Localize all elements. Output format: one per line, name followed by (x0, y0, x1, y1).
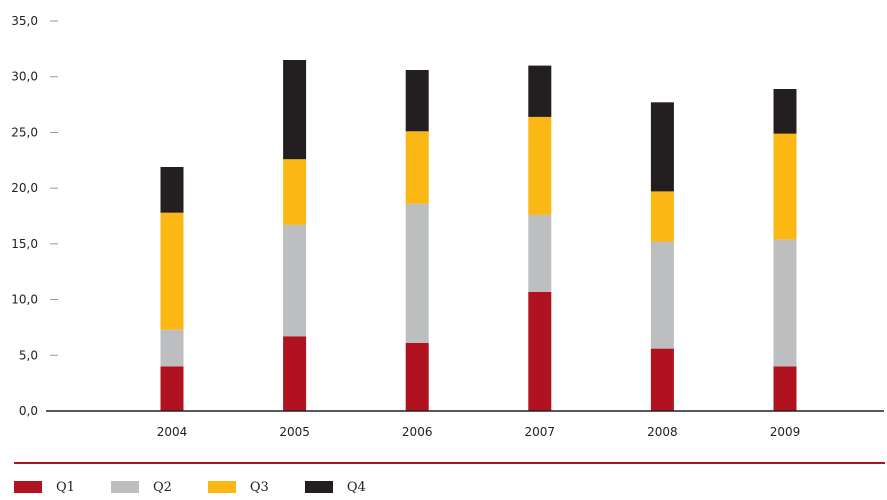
legend-item-q2: Q2 (110, 479, 172, 495)
bar-2007-q4 (528, 65, 552, 117)
legend-swatch-q3 (207, 481, 236, 493)
bar-2007-q3 (528, 116, 552, 215)
y-tick-label: 20,0 (11, 181, 38, 195)
y-tick-label: 0,0 (19, 404, 38, 418)
bar-2009-q1 (773, 366, 797, 411)
bar-2007-q1 (528, 291, 552, 411)
x-axis: 2004 2005 2006 2007 2008 2009 (157, 425, 801, 439)
bar-2007-q2 (528, 214, 552, 292)
bar-2006-q4 (405, 70, 429, 132)
x-tick-label: 2007 (525, 425, 556, 439)
bar-2008-q2 (650, 241, 674, 349)
bar-2009-q3 (773, 133, 797, 240)
bar-2009-q2 (773, 239, 797, 367)
legend-swatch-q2 (110, 481, 139, 493)
legend-item-q3: Q3 (207, 479, 269, 495)
y-tick-label: 30,0 (11, 70, 38, 84)
legend-item-q4: Q4 (304, 479, 366, 495)
legend-label-q1: Q1 (56, 479, 75, 495)
legend-swatch-q4 (304, 481, 333, 493)
bar-2006-q3 (405, 131, 429, 204)
bar-2008-q1 (650, 348, 674, 411)
bar-2005-q4 (283, 60, 307, 160)
bars-group (160, 60, 797, 411)
bar-2004-q1 (160, 366, 184, 411)
y-tick-label: 25,0 (11, 125, 38, 139)
x-tick-label: 2008 (647, 425, 678, 439)
y-tick-label: 5,0 (19, 348, 38, 362)
bar-2009-q4 (773, 89, 797, 134)
bar-2005-q3 (283, 159, 307, 225)
legend-label-q2: Q2 (152, 479, 172, 495)
bar-2006-q2 (405, 203, 429, 343)
legend: Q1 Q2 Q3 Q4 (14, 477, 402, 497)
legend-label-q3: Q3 (249, 479, 269, 495)
bar-2008-q3 (650, 191, 674, 242)
x-tick-label: 2004 (157, 425, 188, 439)
bar-2005-q2 (283, 224, 307, 337)
stacked-bar-chart: 0,05,010,015,020,025,030,035,0 2004 2005 2… (11, 14, 884, 439)
y-tick-label: 35,0 (11, 14, 38, 28)
x-tick-label: 2005 (279, 425, 310, 439)
bar-2004-q3 (160, 212, 184, 330)
y-tick-label: 10,0 (11, 293, 38, 307)
bar-2004-q2 (160, 329, 184, 367)
y-axis: 0,0 5,0 10,0 15,0 20,0 25,0 30,0 35,0 (11, 14, 58, 418)
y-tick-label: 15,0 (11, 237, 38, 251)
x-tick-label: 2009 (770, 425, 801, 439)
bar-2004-q4 (160, 167, 184, 213)
bar-2005-q1 (283, 336, 307, 411)
bar-2008-q4 (650, 102, 674, 192)
x-tick-label: 2006 (402, 425, 433, 439)
legend-label-q4: Q4 (346, 479, 366, 495)
legend-swatch-q1 (14, 481, 42, 493)
bar-2006-q1 (405, 343, 429, 411)
legend-divider (14, 462, 885, 464)
legend-item-q1: Q1 (14, 480, 75, 495)
